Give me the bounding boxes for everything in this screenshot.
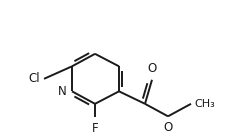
Text: N: N: [58, 85, 67, 98]
Text: F: F: [91, 122, 98, 135]
Text: Cl: Cl: [28, 72, 40, 85]
Text: O: O: [163, 121, 172, 134]
Text: CH₃: CH₃: [193, 99, 214, 109]
Text: O: O: [147, 62, 156, 75]
